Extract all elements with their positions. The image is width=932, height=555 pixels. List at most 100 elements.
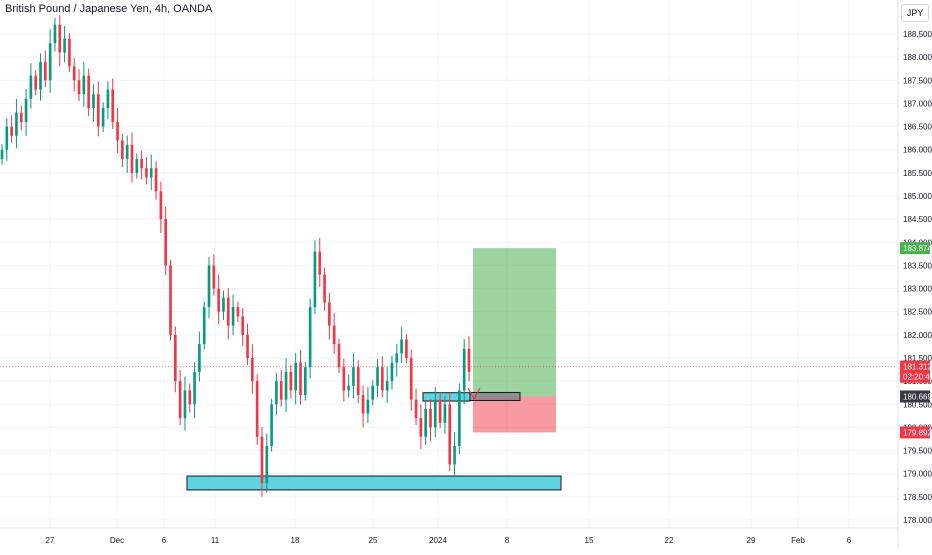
y-tick-label: 181.500 <box>903 354 932 363</box>
candle-body <box>381 367 384 391</box>
candle-body <box>173 334 177 382</box>
candle-body <box>121 140 124 159</box>
candle-body <box>159 191 163 220</box>
price-axis[interactable]: 178.000178.500179.000179.500180.000180.5… <box>903 30 932 525</box>
candle-body <box>448 404 452 465</box>
candle-body <box>198 344 201 372</box>
candle-body <box>265 445 269 483</box>
candle-body <box>419 418 423 437</box>
candle-body <box>260 436 264 483</box>
candle-body <box>149 168 153 178</box>
candle-body <box>24 98 28 122</box>
candle-body <box>332 325 336 345</box>
candle-body <box>207 265 211 308</box>
y-tick-label: 188.500 <box>903 30 932 39</box>
candle-body <box>405 339 408 358</box>
y-tick-label: 182.000 <box>903 331 932 340</box>
currency-button[interactable]: JPY <box>901 4 929 22</box>
candle-body <box>0 149 4 159</box>
candle-body <box>385 381 389 391</box>
price-tag-bg <box>900 242 930 255</box>
candle-body <box>361 395 365 414</box>
support-zone <box>186 475 562 491</box>
x-tick-label: 18 <box>291 536 300 545</box>
candle-body <box>53 24 57 44</box>
candle-body <box>294 362 298 391</box>
candle-body <box>236 307 240 317</box>
candle-body <box>429 408 432 428</box>
candle-body <box>106 89 110 109</box>
candle-body <box>202 307 206 345</box>
price-tag-label: 179.892 <box>903 428 932 437</box>
candle-body <box>270 404 273 446</box>
y-tick-label: 183.000 <box>903 285 932 294</box>
price-tag-bg <box>900 360 930 373</box>
candle-body <box>169 265 172 335</box>
candle-body <box>313 251 317 308</box>
candle-body <box>371 385 375 400</box>
candle-body <box>289 371 293 391</box>
price-tag-bg <box>900 390 930 403</box>
long-position-tool[interactable] <box>469 248 556 433</box>
candle-body <box>125 145 129 159</box>
candle-body <box>231 307 235 326</box>
y-tick-label: 186.500 <box>903 123 932 132</box>
candle-body <box>188 390 192 405</box>
price-tag-label: 181.312 <box>903 363 932 372</box>
candle-body <box>390 362 394 382</box>
candle-body <box>395 353 399 363</box>
candle-body <box>164 219 168 266</box>
y-tick-label: 183.500 <box>903 261 932 270</box>
y-tick-label: 187.500 <box>903 76 932 85</box>
candle-body <box>101 108 105 127</box>
candle-body <box>92 94 95 109</box>
candle-body <box>226 297 230 326</box>
candle-body <box>68 38 71 67</box>
candle-body <box>111 89 115 122</box>
candle-body <box>222 297 225 312</box>
candle-body <box>356 367 360 396</box>
candle-body <box>77 80 81 95</box>
x-tick-label: Feb <box>791 536 805 545</box>
y-tick-label: 178.500 <box>903 493 932 502</box>
candle-body <box>342 367 346 391</box>
price-tag-label: 02:20:41 <box>903 373 932 382</box>
candle-body <box>5 126 9 150</box>
candle-body <box>82 75 86 95</box>
candle-body <box>284 371 288 400</box>
candle-body <box>87 75 90 109</box>
candle-body <box>183 390 187 419</box>
y-tick-label: 185.500 <box>903 169 932 178</box>
candle-body <box>251 358 254 382</box>
candle-body <box>140 158 143 169</box>
candle-body <box>246 334 249 358</box>
y-tick-label: 188.000 <box>903 53 932 62</box>
time-axis[interactable]: 27 Dec 6 11 18 25 2024 8 15 22 29 Feb 6 <box>46 536 852 545</box>
candle-body <box>19 112 23 122</box>
entry-marker <box>469 391 521 401</box>
candle-body <box>72 66 76 81</box>
candle-body <box>409 358 413 400</box>
grid <box>0 0 897 528</box>
candle-body <box>352 367 355 386</box>
candle-body <box>96 94 100 127</box>
candle-body <box>337 344 341 368</box>
x-tick-label: 2024 <box>429 536 447 545</box>
candle-body <box>275 381 278 405</box>
loss-zone <box>473 396 556 433</box>
candle-body <box>39 61 42 90</box>
y-tick-label: 180.500 <box>903 400 932 409</box>
y-tick-label: 185.000 <box>903 192 932 201</box>
candle-body <box>323 274 326 303</box>
y-tick-label: 187.000 <box>903 99 932 108</box>
x-tick-label: 25 <box>369 536 378 545</box>
price-tag-bg <box>900 426 930 439</box>
candle-body <box>458 390 461 446</box>
arrow-annotation <box>467 387 481 401</box>
candle-body <box>366 399 370 414</box>
candle-body <box>15 112 18 136</box>
candle-body <box>318 251 322 275</box>
